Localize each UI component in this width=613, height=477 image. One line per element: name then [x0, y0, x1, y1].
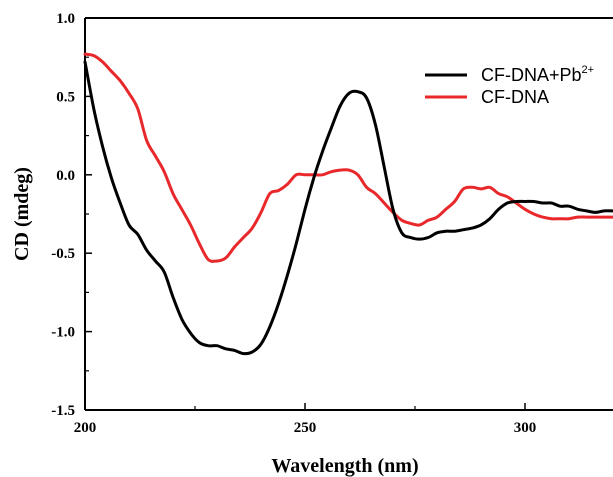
legend: CF-DNA+Pb2+CF-DNA [425, 64, 594, 107]
y-tick-label: -1.0 [51, 325, 75, 341]
series-line-cf-dna-pb [83, 60, 613, 356]
legend-label: CF-DNA [481, 87, 549, 107]
y-axis-title: CD (mdeg) [11, 167, 33, 261]
x-axis-title: Wavelength (nm) [271, 455, 418, 477]
series-group [83, 52, 613, 356]
x-tick-label: 250 [294, 420, 317, 436]
series-line-cf-dna [83, 52, 613, 263]
y-tick-label: -0.5 [51, 246, 75, 262]
x-tick-label: 200 [74, 420, 97, 436]
y-tick-label: 0.5 [56, 89, 75, 105]
legend-label: CF-DNA+Pb2+ [481, 64, 594, 85]
y-tick-label: -1.5 [51, 403, 75, 419]
y-tick-label: 1.0 [56, 11, 75, 27]
y-tick-label: 0.0 [56, 168, 75, 184]
x-tick-label: 300 [514, 420, 537, 436]
